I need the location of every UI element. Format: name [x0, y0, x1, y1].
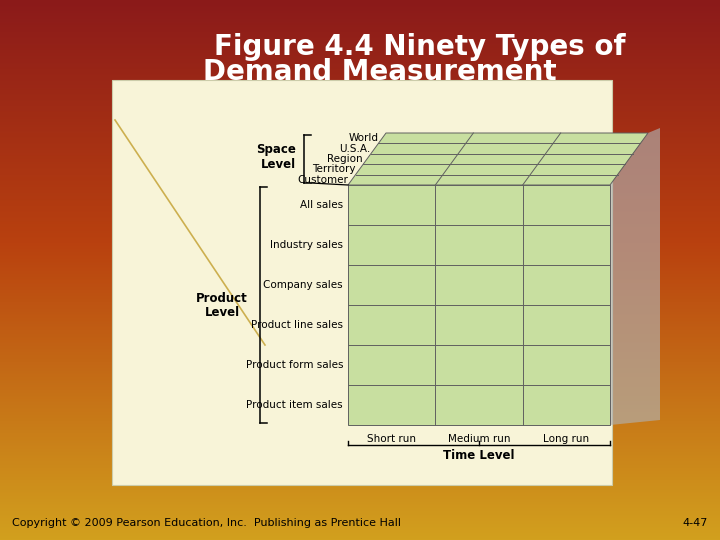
Text: Level: Level: [261, 158, 296, 171]
Text: Long run: Long run: [544, 434, 590, 444]
Text: Region: Region: [328, 154, 363, 164]
Polygon shape: [610, 128, 660, 425]
Text: Demand Measurement: Demand Measurement: [203, 58, 557, 86]
Text: Product form sales: Product form sales: [246, 360, 343, 370]
Text: U.S.A.: U.S.A.: [339, 144, 371, 153]
Text: Territory: Territory: [312, 164, 356, 174]
Bar: [112, 80, 612, 485]
Text: Company sales: Company sales: [264, 280, 343, 290]
Text: Level: Level: [204, 306, 240, 319]
Text: All sales: All sales: [300, 200, 343, 210]
Text: Product line sales: Product line sales: [251, 320, 343, 330]
Text: World: World: [348, 133, 378, 143]
Text: Product: Product: [196, 292, 248, 305]
Text: Time Level: Time Level: [444, 449, 515, 462]
Text: Space: Space: [256, 144, 296, 157]
Text: Customer: Customer: [297, 175, 348, 185]
Text: Short run: Short run: [367, 434, 416, 444]
Text: 4-47: 4-47: [683, 518, 708, 528]
Text: Industry sales: Industry sales: [270, 240, 343, 250]
Text: Figure 4.4 Ninety Types of: Figure 4.4 Ninety Types of: [214, 33, 626, 61]
Polygon shape: [348, 133, 648, 185]
Text: Medium run: Medium run: [448, 434, 510, 444]
Text: Product item sales: Product item sales: [246, 400, 343, 410]
Text: Copyright © 2009 Pearson Education, Inc.  Publishing as Prentice Hall: Copyright © 2009 Pearson Education, Inc.…: [12, 518, 401, 528]
Bar: [348, 185, 610, 425]
